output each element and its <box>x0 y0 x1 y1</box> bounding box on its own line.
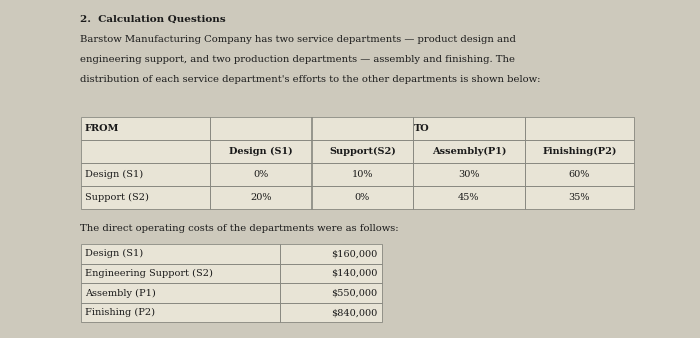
Bar <box>210 186 312 209</box>
Bar <box>210 140 312 163</box>
Text: 35%: 35% <box>568 193 590 201</box>
Text: 60%: 60% <box>568 170 590 178</box>
Bar <box>80 244 280 264</box>
Bar <box>525 140 634 163</box>
Bar <box>80 140 210 163</box>
Bar <box>210 117 312 140</box>
Bar <box>413 117 525 140</box>
Text: Finishing(P2): Finishing(P2) <box>542 147 617 155</box>
Bar <box>413 186 525 209</box>
Bar <box>80 283 280 303</box>
Text: 0%: 0% <box>253 170 268 178</box>
Text: 2.  Calculation Questions: 2. Calculation Questions <box>80 15 226 24</box>
Bar <box>280 283 382 303</box>
Bar <box>312 117 413 140</box>
Bar <box>80 303 280 322</box>
Bar <box>312 117 413 140</box>
Text: Design (S1): Design (S1) <box>85 170 143 178</box>
Text: Finishing (P2): Finishing (P2) <box>85 308 155 317</box>
Text: distribution of each service department's efforts to the other departments is sh: distribution of each service department'… <box>80 75 541 84</box>
Bar <box>80 163 210 186</box>
Text: $550,000: $550,000 <box>331 289 377 297</box>
Bar <box>312 140 413 163</box>
Bar <box>280 303 382 322</box>
Bar <box>80 117 210 140</box>
Text: 0%: 0% <box>355 193 370 201</box>
Text: $840,000: $840,000 <box>331 308 377 317</box>
Bar <box>413 140 525 163</box>
Bar <box>525 163 634 186</box>
Text: engineering support, and two production departments — assembly and finishing. Th: engineering support, and two production … <box>80 55 515 64</box>
Bar <box>312 186 413 209</box>
Bar <box>280 264 382 283</box>
Bar <box>280 264 382 283</box>
Text: 20%: 20% <box>250 193 272 201</box>
Bar <box>413 117 525 140</box>
Text: Support(S2): Support(S2) <box>329 147 396 155</box>
Bar <box>525 186 634 209</box>
Bar <box>525 163 634 186</box>
Bar <box>80 264 280 283</box>
Text: Assembly(P1): Assembly(P1) <box>432 147 506 155</box>
Bar <box>210 140 312 163</box>
Text: The direct operating costs of the departments were as follows:: The direct operating costs of the depart… <box>80 224 399 233</box>
Bar <box>280 244 382 264</box>
Text: Barstow Manufacturing Company has two service departments — product design and: Barstow Manufacturing Company has two se… <box>80 35 517 45</box>
Bar <box>413 186 525 209</box>
Bar <box>80 303 280 322</box>
Text: $140,000: $140,000 <box>331 269 377 278</box>
Text: 45%: 45% <box>458 193 480 201</box>
Bar <box>413 163 525 186</box>
Bar <box>80 186 210 209</box>
Bar <box>312 186 413 209</box>
Bar <box>413 140 525 163</box>
Bar <box>280 244 382 264</box>
Text: $160,000: $160,000 <box>331 249 377 258</box>
Bar <box>312 140 413 163</box>
Bar <box>210 163 312 186</box>
Bar <box>525 140 634 163</box>
Text: Engineering Support (S2): Engineering Support (S2) <box>85 269 213 278</box>
Bar <box>312 163 413 186</box>
Bar <box>210 117 312 140</box>
Bar <box>312 163 413 186</box>
Bar <box>525 117 634 140</box>
Bar <box>80 117 210 140</box>
Bar <box>280 303 382 322</box>
Bar <box>280 283 382 303</box>
Bar <box>210 163 312 186</box>
Bar <box>80 244 280 264</box>
Text: 30%: 30% <box>458 170 480 178</box>
Text: Assembly (P1): Assembly (P1) <box>85 289 155 297</box>
Text: Design (S1): Design (S1) <box>85 249 143 258</box>
Bar <box>80 140 210 163</box>
Text: Design (S1): Design (S1) <box>229 147 293 155</box>
Text: Support (S2): Support (S2) <box>85 193 148 201</box>
Bar <box>80 186 210 209</box>
Bar <box>210 186 312 209</box>
Text: 10%: 10% <box>351 170 373 178</box>
Text: TO: TO <box>414 124 430 132</box>
Bar <box>80 283 280 303</box>
Bar <box>80 163 210 186</box>
Bar <box>80 264 280 283</box>
Bar <box>413 163 525 186</box>
Text: FROM: FROM <box>85 124 119 132</box>
Bar <box>525 117 634 140</box>
Bar <box>525 186 634 209</box>
